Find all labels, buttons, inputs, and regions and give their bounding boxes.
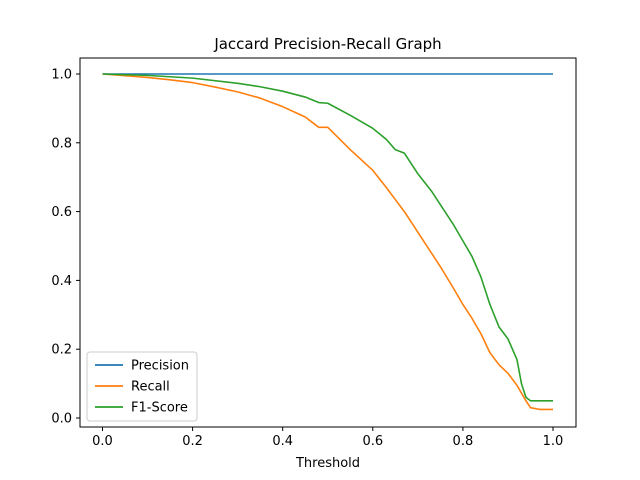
y-tick-label: 0.0: [51, 412, 72, 427]
plot-area: [102, 73, 553, 411]
x-tick-label: 0.4: [272, 434, 293, 449]
y-tick-label: 1.0: [51, 68, 72, 83]
chart-title: Jaccard Precision-Recall Graph: [213, 35, 441, 53]
series-line-f1-score: [102, 73, 553, 402]
legend-label: Precision: [131, 359, 189, 374]
series-line-recall: [102, 73, 553, 411]
x-tick-label: 0.0: [92, 434, 113, 449]
y-tick-label: 0.8: [51, 136, 72, 151]
x-tick-label: 1.0: [543, 434, 564, 449]
x-tick-label: 0.2: [182, 434, 203, 449]
legend-label: Recall: [131, 380, 170, 395]
plot-frame: [79, 57, 577, 428]
x-tick-label: 0.8: [453, 434, 474, 449]
y-tick-label: 0.4: [51, 274, 72, 289]
x-tick-label: 0.6: [362, 434, 383, 449]
y-axis: 0.0 0.2 0.4 0.6 0.8 1.0: [51, 68, 80, 427]
y-tick-label: 0.2: [51, 343, 72, 358]
x-axis: 0.0 0.2 0.4 0.6 0.8 1.0: [92, 427, 563, 449]
legend: Precision Recall F1-Score: [86, 351, 198, 422]
legend-box: [86, 351, 198, 422]
y-tick-label: 0.6: [51, 205, 72, 220]
x-axis-title: Threshold: [295, 456, 360, 471]
legend-label: F1-Score: [131, 401, 188, 416]
